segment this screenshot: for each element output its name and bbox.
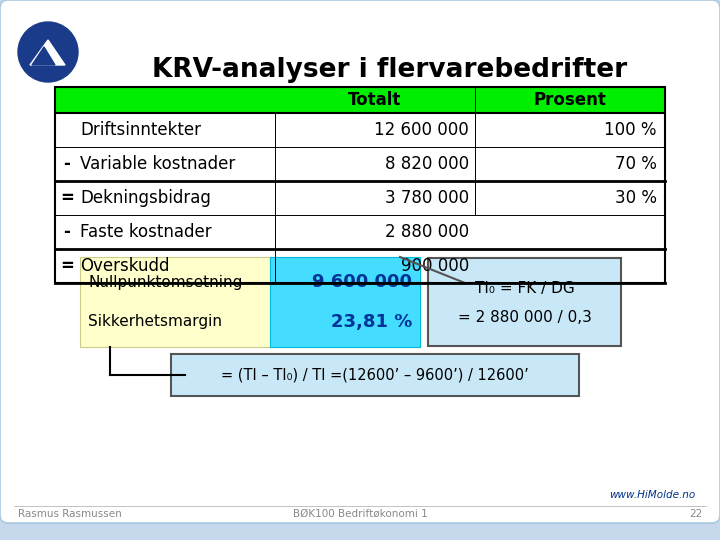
FancyBboxPatch shape: [55, 215, 665, 249]
Text: 30 %: 30 %: [615, 189, 657, 207]
Text: 12 600 000: 12 600 000: [374, 121, 469, 139]
FancyBboxPatch shape: [55, 147, 665, 181]
FancyBboxPatch shape: [55, 181, 665, 215]
Text: 23,81 %: 23,81 %: [330, 313, 412, 331]
Text: 2 880 000: 2 880 000: [385, 223, 469, 241]
FancyBboxPatch shape: [55, 87, 665, 113]
Text: Variable kostnader: Variable kostnader: [80, 155, 235, 173]
Text: KRV-analyser i flervarebedrifter: KRV-analyser i flervarebedrifter: [153, 57, 628, 83]
FancyBboxPatch shape: [80, 257, 270, 347]
Polygon shape: [32, 47, 55, 65]
FancyBboxPatch shape: [0, 0, 720, 523]
Text: 22: 22: [689, 509, 702, 519]
Text: Faste kostnader: Faste kostnader: [80, 223, 212, 241]
Text: Dekningsbidrag: Dekningsbidrag: [80, 189, 211, 207]
Text: -: -: [63, 223, 71, 241]
Text: =: =: [60, 189, 74, 207]
FancyBboxPatch shape: [270, 257, 420, 347]
Text: Overskudd: Overskudd: [80, 257, 169, 275]
FancyBboxPatch shape: [55, 113, 665, 147]
FancyBboxPatch shape: [171, 354, 579, 396]
Text: 3 780 000: 3 780 000: [385, 189, 469, 207]
Text: Rasmus Rasmussen: Rasmus Rasmussen: [18, 509, 122, 519]
Text: TI₀ = FK / DG: TI₀ = FK / DG: [474, 281, 575, 296]
Text: -: -: [63, 155, 71, 173]
FancyBboxPatch shape: [55, 249, 665, 283]
Text: 100 %: 100 %: [605, 121, 657, 139]
Text: www.HiMolde.no: www.HiMolde.no: [608, 490, 695, 500]
Text: 900 000: 900 000: [401, 257, 469, 275]
Text: =: =: [60, 257, 74, 275]
Text: = 2 880 000 / 0,3: = 2 880 000 / 0,3: [458, 310, 591, 326]
Text: = (TI – TI₀) / TI =(12600’ – 9600’) / 12600’: = (TI – TI₀) / TI =(12600’ – 9600’) / 12…: [221, 368, 529, 382]
Text: Nullpunktomsetning: Nullpunktomsetning: [88, 275, 243, 289]
FancyBboxPatch shape: [428, 258, 621, 346]
Text: Prosent: Prosent: [534, 91, 606, 109]
Text: 9 600 000: 9 600 000: [312, 273, 412, 291]
Text: Totalt: Totalt: [348, 91, 402, 109]
Text: Driftsinntekter: Driftsinntekter: [80, 121, 201, 139]
Text: 70 %: 70 %: [615, 155, 657, 173]
Text: BØK100 Bedriftøkonomi 1: BØK100 Bedriftøkonomi 1: [292, 509, 428, 519]
Circle shape: [18, 22, 78, 82]
Polygon shape: [30, 40, 65, 65]
Text: Sikkerhetsmargin: Sikkerhetsmargin: [88, 314, 222, 329]
Text: 8 820 000: 8 820 000: [385, 155, 469, 173]
